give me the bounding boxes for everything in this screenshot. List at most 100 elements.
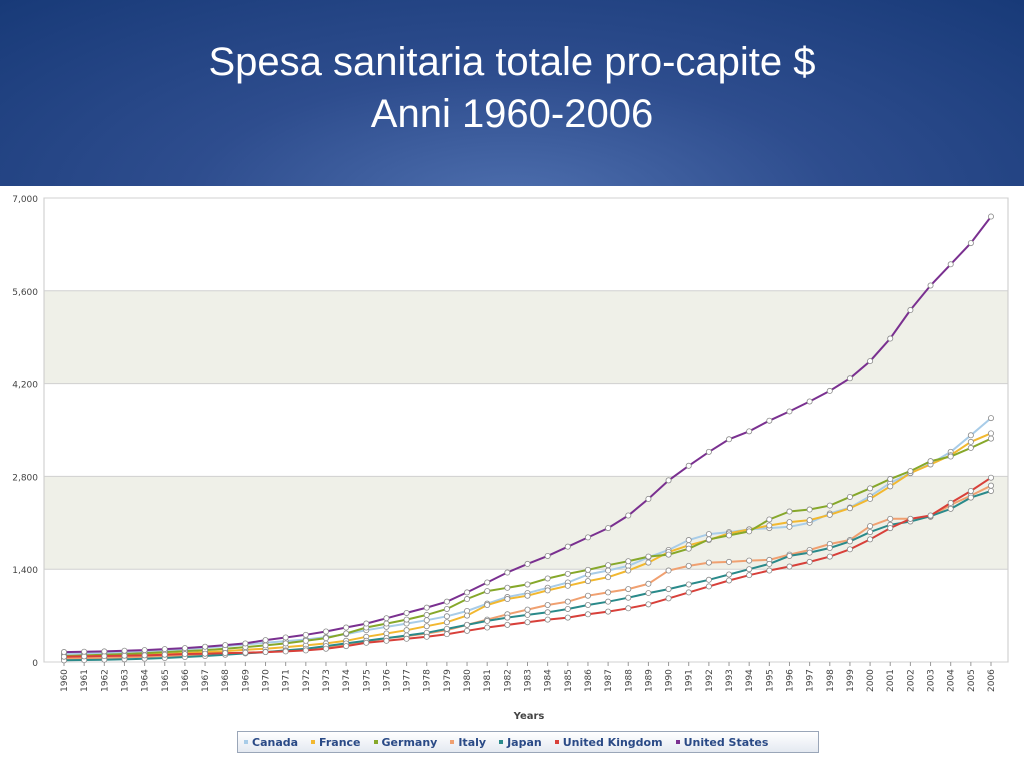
data-point xyxy=(806,558,813,565)
x-tick-label: 1964 xyxy=(141,669,151,692)
legend-swatch xyxy=(554,740,559,744)
data-point xyxy=(665,477,672,484)
data-point xyxy=(746,528,753,535)
grid-band xyxy=(44,290,1008,384)
data-point xyxy=(524,611,531,618)
data-point xyxy=(947,261,954,268)
data-point xyxy=(302,631,309,638)
data-point xyxy=(484,624,491,631)
data-point xyxy=(746,557,753,564)
data-point xyxy=(121,647,128,654)
data-point xyxy=(967,240,974,247)
series-united-kingdom xyxy=(61,474,995,660)
x-tick-label: 1984 xyxy=(544,669,554,692)
data-point xyxy=(867,529,874,536)
data-point xyxy=(222,650,229,657)
x-tick-label: 2005 xyxy=(967,669,977,692)
legend-item: Canada xyxy=(244,736,298,749)
data-point xyxy=(423,633,430,640)
data-point xyxy=(544,575,551,582)
data-point xyxy=(947,499,954,506)
data-point xyxy=(282,648,289,655)
data-point xyxy=(242,640,249,647)
data-point xyxy=(625,567,632,574)
data-point xyxy=(867,485,874,492)
legend-item: Germany xyxy=(373,736,437,749)
x-tick-label: 1982 xyxy=(503,669,513,692)
data-point xyxy=(625,605,632,612)
data-point xyxy=(726,577,733,584)
legend-label: United States xyxy=(683,735,769,749)
data-point xyxy=(967,494,974,501)
series-united-states xyxy=(61,213,995,656)
legend-swatch xyxy=(244,740,248,744)
data-point xyxy=(423,611,430,618)
legend-label: France xyxy=(319,735,361,749)
data-point xyxy=(907,307,914,314)
data-point xyxy=(544,552,551,559)
data-point xyxy=(927,512,934,519)
data-point xyxy=(806,549,813,556)
legend-label: Japan xyxy=(507,735,542,749)
legend-swatch xyxy=(311,740,316,744)
data-point xyxy=(584,611,591,618)
data-point xyxy=(887,335,894,342)
legend-item: Japan xyxy=(499,736,542,749)
data-point xyxy=(101,648,108,655)
data-point xyxy=(887,515,894,522)
data-point xyxy=(464,596,471,603)
x-tick-label: 1985 xyxy=(564,669,574,692)
data-point xyxy=(786,408,793,415)
x-tick-label: 1975 xyxy=(362,669,372,692)
data-point xyxy=(544,587,551,594)
data-point xyxy=(322,635,329,642)
data-point xyxy=(484,617,491,624)
data-point xyxy=(262,642,269,649)
data-point xyxy=(746,566,753,573)
x-tick-label: 1997 xyxy=(806,669,816,692)
grid-band xyxy=(44,476,1008,570)
data-point xyxy=(726,436,733,443)
data-point xyxy=(564,614,571,621)
legend-item: United States xyxy=(675,735,769,749)
legend-swatch xyxy=(675,740,680,744)
x-tick-label: 1962 xyxy=(100,669,110,692)
y-tick-label: 5,600 xyxy=(12,288,38,298)
data-point xyxy=(484,588,491,595)
data-point xyxy=(564,582,571,589)
data-point xyxy=(202,643,209,650)
x-tick-label: 1972 xyxy=(302,669,312,692)
data-point xyxy=(826,502,833,509)
data-point xyxy=(726,571,733,578)
x-tick-label: 1976 xyxy=(382,669,392,692)
x-tick-label: 1979 xyxy=(443,669,453,692)
data-point xyxy=(846,538,853,545)
data-point xyxy=(665,567,672,574)
data-point xyxy=(685,545,692,552)
data-point xyxy=(988,474,995,481)
data-point xyxy=(262,637,269,644)
data-point xyxy=(645,590,652,597)
data-point xyxy=(766,567,773,574)
x-axis-label: Years xyxy=(513,711,545,722)
data-point xyxy=(504,621,511,628)
data-point xyxy=(665,595,672,602)
data-point xyxy=(645,495,652,502)
data-point xyxy=(403,635,410,642)
data-point xyxy=(967,444,974,451)
x-tick-label: 1966 xyxy=(181,669,191,692)
data-point xyxy=(464,589,471,596)
data-point xyxy=(484,601,491,608)
data-point xyxy=(363,639,370,646)
data-point xyxy=(705,559,712,566)
data-point xyxy=(343,630,350,637)
data-point xyxy=(806,506,813,513)
data-point xyxy=(121,652,128,659)
x-tick-label: 1986 xyxy=(584,669,594,692)
data-point xyxy=(887,483,894,490)
x-tick-label: 1988 xyxy=(624,669,634,692)
data-point xyxy=(403,609,410,616)
data-point xyxy=(625,558,632,565)
data-point xyxy=(605,574,612,581)
data-point xyxy=(988,213,995,220)
